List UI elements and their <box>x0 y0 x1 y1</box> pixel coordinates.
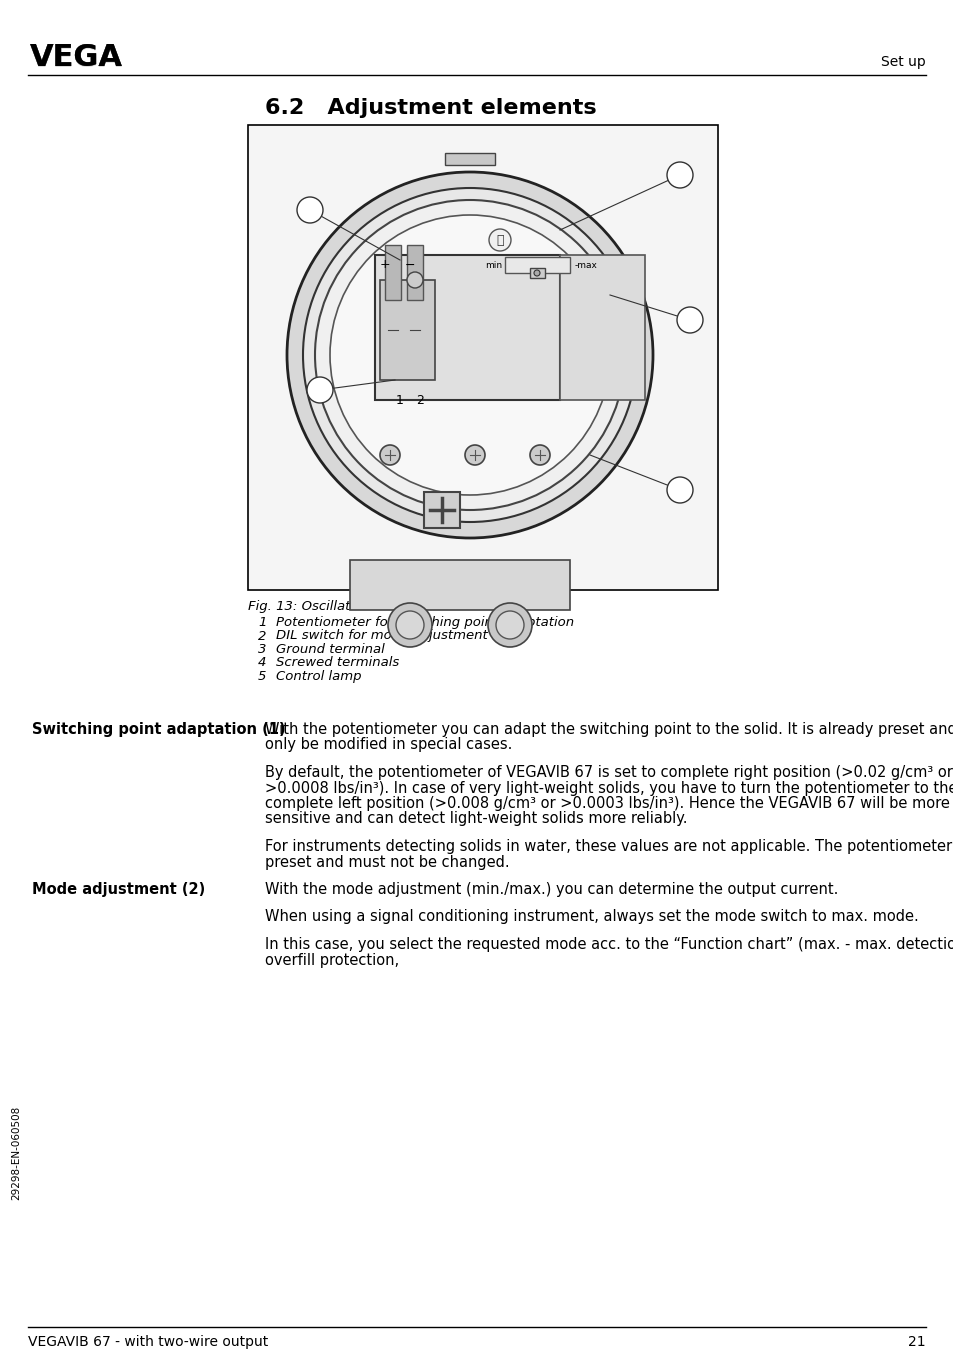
Circle shape <box>464 445 484 465</box>
Text: >0.0008 lbs/in³). In case of very light-weight solids, you have to turn the pote: >0.0008 lbs/in³). In case of very light-… <box>265 780 953 795</box>
Circle shape <box>314 200 624 510</box>
Text: VEGA: VEGA <box>30 43 123 73</box>
Text: -max: -max <box>575 261 598 269</box>
Text: only be modified in special cases.: only be modified in special cases. <box>265 737 512 753</box>
Text: −: − <box>404 258 415 272</box>
Text: Ground terminal: Ground terminal <box>275 644 384 656</box>
Text: overfill protection,: overfill protection, <box>265 953 398 968</box>
Text: Mode adjustment (2): Mode adjustment (2) <box>32 882 205 896</box>
Text: +: + <box>379 258 390 272</box>
Text: 21: 21 <box>907 1334 925 1349</box>
Text: DIL switch for mode adjustment: DIL switch for mode adjustment <box>275 630 487 642</box>
Circle shape <box>489 228 511 251</box>
Text: By default, the potentiometer of VEGAVIB 67 is set to complete right position (>: By default, the potentiometer of VEGAVIB… <box>265 765 952 780</box>
Bar <box>423 492 459 529</box>
Text: 1: 1 <box>395 393 403 407</box>
Text: 2: 2 <box>257 630 266 642</box>
Bar <box>385 245 400 300</box>
Circle shape <box>303 188 637 522</box>
Text: Ⓗ: Ⓗ <box>496 234 503 246</box>
Text: VEGA: VEGA <box>30 43 123 73</box>
Text: VEGA: VEGA <box>30 43 123 73</box>
Text: Set up: Set up <box>881 55 925 69</box>
Text: 1: 1 <box>257 617 266 629</box>
Text: Potentiometer for switching point adaptation: Potentiometer for switching point adapta… <box>275 617 574 629</box>
Text: 4: 4 <box>257 657 266 669</box>
Text: preset and must not be changed.: preset and must not be changed. <box>265 854 509 869</box>
Text: With the mode adjustment (min./max.) you can determine the output current.: With the mode adjustment (min./max.) you… <box>265 882 838 896</box>
Text: When using a signal conditioning instrument, always set the mode switch to max. : When using a signal conditioning instrum… <box>265 910 918 925</box>
Circle shape <box>666 162 692 188</box>
Text: Fig. 13: Oscillator VB60Z - two-wire output: Fig. 13: Oscillator VB60Z - two-wire out… <box>248 600 530 612</box>
Circle shape <box>388 603 432 648</box>
Bar <box>249 126 717 589</box>
Bar <box>444 153 495 165</box>
Circle shape <box>379 445 399 465</box>
Text: With the potentiometer you can adapt the switching point to the solid. It is alr: With the potentiometer you can adapt the… <box>265 722 953 737</box>
Text: 5: 5 <box>257 671 266 683</box>
Text: For instruments detecting solids in water, these values are not applicable. The : For instruments detecting solids in wate… <box>265 840 953 854</box>
Text: 3: 3 <box>257 644 266 656</box>
Circle shape <box>488 603 532 648</box>
Circle shape <box>307 377 333 403</box>
Polygon shape <box>350 560 569 610</box>
Bar <box>559 256 644 400</box>
Text: VEGA: VEGA <box>30 43 123 73</box>
Circle shape <box>395 611 423 639</box>
Text: VEGA: VEGA <box>30 43 123 72</box>
Bar <box>248 124 718 589</box>
Text: VEGAVIB 67 - with two-wire output: VEGAVIB 67 - with two-wire output <box>28 1334 268 1349</box>
Text: 2: 2 <box>416 393 423 407</box>
Bar <box>407 245 422 300</box>
Text: 6.2   Adjustment elements: 6.2 Adjustment elements <box>265 97 596 118</box>
Circle shape <box>330 215 609 495</box>
Circle shape <box>666 477 692 503</box>
Text: Control lamp: Control lamp <box>275 671 361 683</box>
Bar <box>504 257 569 273</box>
Text: Switching point adaptation (1): Switching point adaptation (1) <box>32 722 285 737</box>
Circle shape <box>496 611 523 639</box>
Bar <box>379 280 435 380</box>
Text: sensitive and can detect light-weight solids more reliably.: sensitive and can detect light-weight so… <box>265 811 687 826</box>
Circle shape <box>530 445 550 465</box>
Circle shape <box>287 172 652 538</box>
Text: In this case, you select the requested mode acc. to the “Function chart” (max. -: In this case, you select the requested m… <box>265 937 953 952</box>
Bar <box>375 256 559 400</box>
Text: complete left position (>0.008 g/cm³ or >0.0003 lbs/in³). Hence the VEGAVIB 67 w: complete left position (>0.008 g/cm³ or … <box>265 796 949 811</box>
Circle shape <box>407 272 422 288</box>
Text: 29298-EN-060508: 29298-EN-060508 <box>11 1106 21 1201</box>
Circle shape <box>677 307 702 333</box>
Circle shape <box>296 197 323 223</box>
Text: min: min <box>484 261 501 269</box>
Circle shape <box>534 270 539 276</box>
Bar <box>530 268 544 279</box>
Text: VEGA: VEGA <box>30 43 123 73</box>
Text: Screwed terminals: Screwed terminals <box>275 657 399 669</box>
